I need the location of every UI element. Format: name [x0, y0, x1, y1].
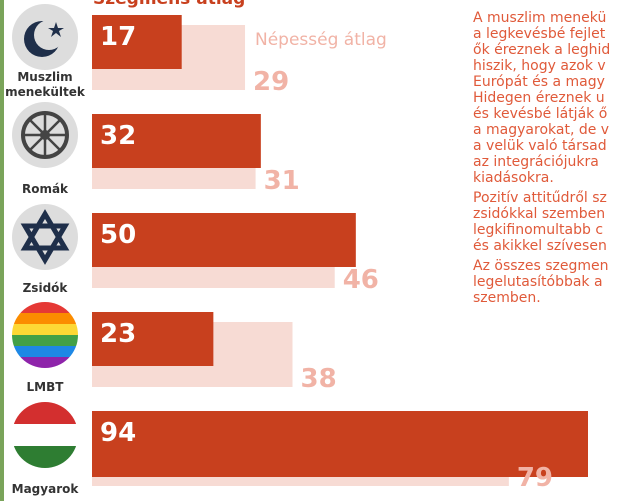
paragraph-line: kiadásokra.: [473, 170, 554, 186]
icon-wheel: [12, 102, 78, 168]
segment-value: 17: [100, 22, 136, 52]
icon-rainbow: [12, 302, 78, 368]
paragraph-line: és kevésbé látják ő: [473, 106, 608, 122]
paragraph-line: a velük való társad: [473, 138, 607, 154]
segment-value: 50: [100, 220, 136, 250]
population-value: 46: [343, 265, 379, 295]
paragraph-line: szemben.: [473, 290, 541, 306]
paragraph-line: legkifinomultabb c: [473, 222, 604, 238]
segment-value: 23: [100, 319, 136, 349]
segment-value: 94: [100, 418, 136, 448]
category-label: Zsidók: [22, 281, 68, 295]
population-value: 31: [264, 166, 300, 196]
paragraph-line: és akikkel szívesen: [473, 238, 607, 254]
population-value: 29: [253, 67, 289, 97]
paragraph-line: Hidegen éreznek u: [473, 90, 605, 106]
side-strip: [0, 0, 4, 501]
population-value: 38: [301, 364, 337, 394]
category-label: LMBT: [26, 380, 64, 394]
paragraph-line: Az összes szegmen: [473, 258, 609, 274]
paragraph-line: Pozitív attitűdről sz: [473, 190, 607, 206]
category-label: Romák: [21, 182, 69, 196]
category-label: Muszlim menekültek: [5, 70, 85, 99]
segment-bar: [92, 114, 261, 168]
category-label: Magyarok: [11, 482, 79, 496]
paragraph-line: legelutasítóbbak a: [473, 274, 603, 290]
icon-flag: [12, 402, 78, 468]
paragraph-line: ők éreznek a leghid: [473, 42, 611, 58]
icon-crescent: [12, 4, 78, 70]
segment-value: 32: [100, 121, 136, 151]
paragraph-line: Európát és a magy: [473, 74, 605, 90]
segment-bar: [92, 213, 356, 267]
paragraph-line: zsidókkal szemben: [473, 206, 606, 222]
paragraph-line: az integrációjukra: [473, 154, 599, 170]
icon-star: [12, 204, 78, 270]
paragraph-line: hiszik, hogy azok v: [473, 58, 606, 74]
legend-entry: Népesség átlag: [255, 30, 387, 50]
paragraph-line: A muszlim menekü: [473, 10, 607, 26]
population-value: 79: [517, 463, 553, 493]
paragraph-line: a legkevésbé fejlet: [473, 26, 606, 42]
segment-bar: [92, 15, 182, 69]
segment-bar: [92, 312, 214, 366]
paragraph-line: a magyarokat, de v: [473, 122, 610, 138]
segment-bar: [92, 411, 588, 477]
chart-title: Szegmens átlag: [93, 0, 245, 9]
